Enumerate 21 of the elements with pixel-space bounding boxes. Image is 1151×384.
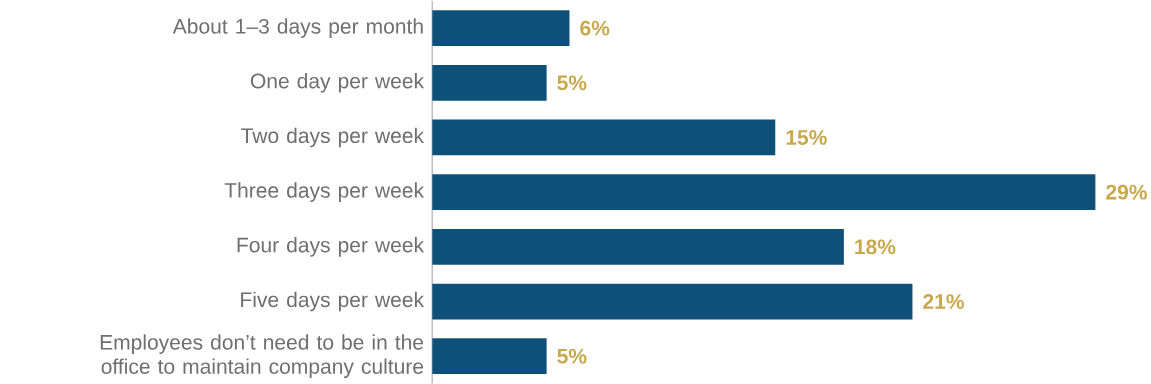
- y-tick-label: Two days per week: [241, 127, 425, 148]
- bar: [432, 64, 547, 101]
- bar: [432, 174, 1096, 210]
- data-label: 6%: [580, 20, 610, 36]
- y-tick-label: About 1–3 days per month: [172, 18, 423, 38]
- bar: [432, 119, 776, 156]
- bar: [432, 283, 913, 320]
- data-label: 18%: [855, 239, 896, 255]
- bar: [432, 228, 844, 265]
- data-label: 15%: [786, 129, 827, 145]
- y-tick-label: Four days per week: [237, 236, 425, 257]
- data-label: 5%: [557, 75, 587, 91]
- bar: [432, 10, 570, 46]
- data-label: 21%: [923, 293, 964, 309]
- y-tick-label: One day per week: [250, 72, 425, 93]
- data-label: 5%: [557, 348, 587, 364]
- data-label: 29%: [1106, 184, 1147, 200]
- y-tick-label: Three days per week: [224, 182, 425, 202]
- y-tick-label: Employees don’t need to be in the office to maintain company culture: [100, 334, 424, 378]
- y-tick-label: Five days per week: [241, 291, 425, 312]
- bar: [432, 338, 547, 374]
